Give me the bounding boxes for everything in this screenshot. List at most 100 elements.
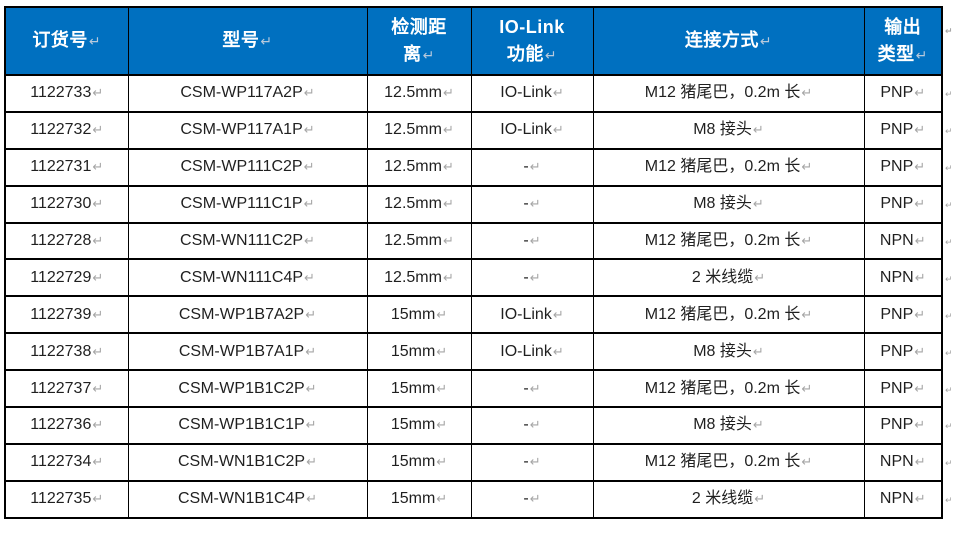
cell-text: 1122732 [30,121,92,139]
cell-detection-distance: 12.5mm↵ [366,74,472,113]
row-end-mark-icon: ↵ [945,347,953,358]
cell-detection-distance: 15mm↵ [366,332,472,372]
cell-connection: M8 接头↵ [592,406,865,445]
cell-output-type: PNP↵ [863,74,943,113]
paragraph-mark-icon: ↵ [752,196,764,212]
column-header-label: 检测距 离 [391,16,447,64]
column-header-order-no: 订货号↵ [4,6,129,76]
cell-text: CSM-WN1B1C2P [177,453,306,471]
paragraph-mark-icon: ↵ [303,122,315,138]
cell-text: 15mm [390,490,436,508]
table-row: 1122739↵ CSM-WP1B7A2P↵ 15mm↵ IO-Link↵ M1… [4,295,953,335]
cell-text: CSM-WN1B1C4P [177,490,306,508]
cell-connection: M12 猪尾巴，0.2m 长↵ [592,221,865,261]
table-row: 1122732↵ CSM-WP117A1P↵ 12.5mm↵ IO-Link↵ … [4,110,953,150]
cell-text: PNP [880,84,914,102]
cell-text: M8 接头 [693,416,752,434]
cell-text: 1122734 [30,453,92,471]
paragraph-mark-icon: ↵ [914,491,926,507]
cell-output-type: NPN↵ [863,221,943,261]
cell-text: PNP [880,195,914,213]
row-end-cell: ↵ [942,444,953,481]
cell-text: - [523,158,529,176]
cell-text: M12 猪尾巴，0.2m 长 [644,84,801,102]
cell-text: CSM-WP1B1C2P [178,379,305,397]
paragraph-mark-icon: ↵ [914,85,926,101]
cell-text: IO-Link [500,305,552,323]
cell-text: 1122728 [30,232,92,249]
paragraph-mark-icon: ↵ [305,306,317,322]
paragraph-mark-icon: ↵ [92,196,104,212]
paragraph-mark-icon: ↵ [914,122,926,138]
cell-text: 12.5mm [384,195,442,213]
row-end-cell: ↵ [942,149,953,186]
paragraph-mark-icon: ↵ [92,343,104,359]
paragraph-mark-icon: ↵ [552,85,564,101]
row-end-cell: ↵ [942,186,953,223]
paragraph-mark-icon: ↵ [914,454,926,470]
column-header-label: 订货号 [32,30,88,50]
paragraph-mark-icon: ↵ [914,417,926,433]
cell-order-no: 1122732↵ [4,110,129,150]
column-header-label: 输出 类型 [877,16,922,64]
cell-order-no: 1122731↵ [4,147,129,187]
cell-text: M12 猪尾巴，0.2m 长 [644,232,801,249]
cell-text: CSM-WP111C1P [180,195,303,213]
paragraph-mark-icon: ↵ [305,380,317,396]
cell-order-no: 1122735↵ [4,479,129,519]
table-row: 1122734↵ CSM-WN1B1C2P↵ 15mm↵ -↵ M12 猪尾巴，… [4,442,953,482]
cell-text: 1122737 [30,379,92,397]
cell-io-link: IO-Link↵ [470,332,594,372]
cell-text: 15mm [390,342,436,360]
paragraph-mark-icon: ↵ [92,306,104,322]
paragraph-mark-icon: ↵ [305,343,317,359]
cell-connection: M8 接头↵ [592,110,865,150]
paragraph-mark-icon: ↵ [92,233,104,248]
cell-connection: M12 猪尾巴，0.2m 长↵ [592,442,865,482]
cell-text: 12.5mm [384,232,442,249]
cell-connection: M8 接头↵ [592,332,865,372]
paragraph-mark-icon: ↵ [529,491,541,507]
cell-output-type: PNP↵ [863,406,943,445]
paragraph-mark-icon: ↵ [914,380,926,396]
cell-connection: M8 接头↵ [592,184,865,224]
column-header-label: IO-Link 功能 [499,16,565,64]
cell-text: CSM-WN111C2P [180,232,304,249]
cell-text: CSM-WP1B7A2P [178,305,305,323]
paragraph-mark-icon: ↵ [914,306,926,322]
paragraph-mark-icon: ↵ [303,159,315,175]
cell-connection: 2 米线缆↵ [592,479,865,519]
cell-text: - [523,416,529,434]
row-end-mark-icon: ↵ [945,26,953,36]
paragraph-mark-icon: ↵ [422,46,435,63]
cell-text: - [523,379,529,397]
cell-model: CSM-WP117A1P↵ [127,110,368,150]
cell-order-no: 1122736↵ [4,406,129,445]
cell-text: 12.5mm [384,121,442,139]
column-header-connection: 连接方式↵ [592,6,865,76]
cell-io-link: -↵ [470,221,594,261]
paragraph-mark-icon: ↵ [92,159,104,175]
cell-text: PNP [880,121,914,139]
cell-text: M12 猪尾巴，0.2m 长 [644,379,801,397]
cell-detection-distance: 12.5mm↵ [366,184,472,224]
paragraph-mark-icon: ↵ [436,343,448,359]
row-end-cell: ↵ [942,259,953,296]
cell-io-link: -↵ [470,258,594,298]
cell-text: PNP [880,379,914,397]
paragraph-mark-icon: ↵ [92,269,104,285]
paragraph-mark-icon: ↵ [92,122,104,138]
cell-text: 1122733 [30,84,92,102]
paragraph-mark-icon: ↵ [529,196,541,212]
cell-order-no: 1122728↵ [4,221,129,261]
paragraph-mark-icon: ↵ [442,122,454,138]
cell-text: M8 接头 [693,342,752,360]
table-header-row: 订货号↵ 型号↵ 检测距 离↵ IO-Link 功能↵ 连接方式↵ 输出 类型↵ [4,6,953,76]
cell-output-type: PNP↵ [863,184,943,224]
cell-text: 1122738 [30,342,92,360]
row-end-cell: ↵ [942,75,953,112]
cell-model: CSM-WP1B1C1P↵ [127,406,368,445]
cell-text: NPN [879,268,914,286]
cell-text: M8 接头 [693,121,752,139]
row-end-mark-icon: ↵ [945,310,953,321]
